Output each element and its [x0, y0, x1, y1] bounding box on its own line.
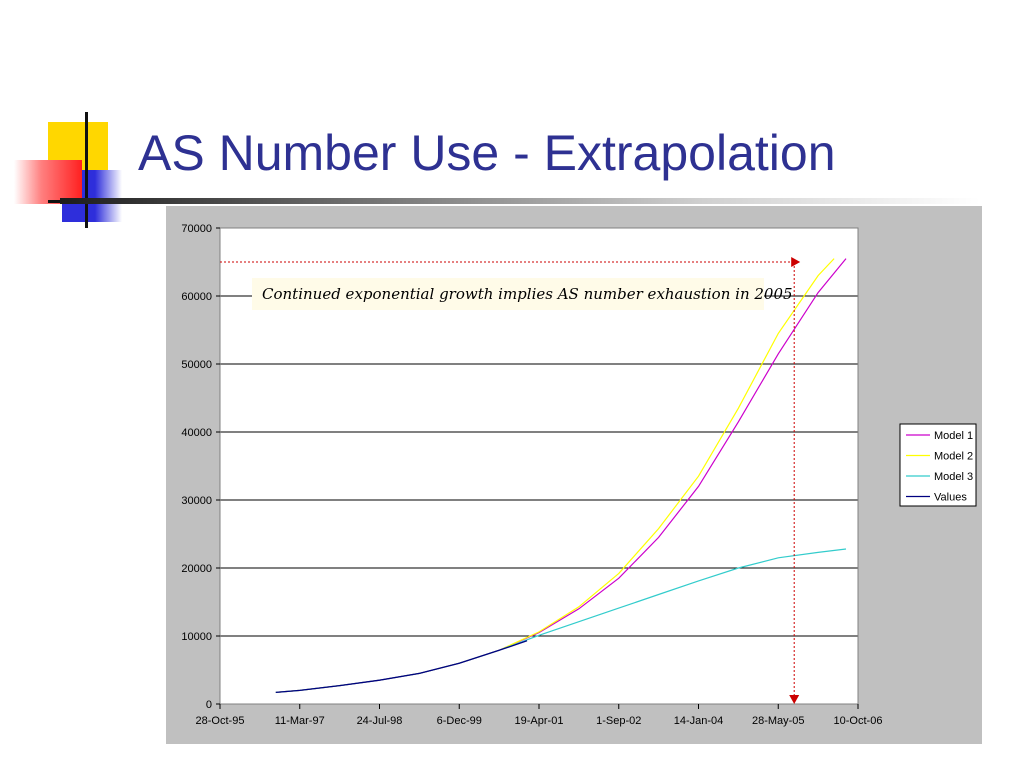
y-tick-label: 70000 [181, 223, 212, 235]
y-tick-label: 40000 [181, 427, 212, 439]
legend-entry: Model 2 [934, 451, 973, 463]
decoration-vertical-line [85, 112, 88, 228]
legend-box [899, 423, 977, 507]
y-tick-label: 20000 [181, 563, 212, 575]
annotation-arrowhead-right [791, 257, 801, 267]
legend-entry: Values [934, 492, 967, 504]
annotation: Continued exponential growth implies AS … [220, 257, 801, 704]
y-tick-label: 30000 [181, 495, 212, 507]
legend-entry: Model 1 [934, 430, 973, 442]
chart-panel: 0 10000 20000 30000 40000 50000 60000 70000 28-… [166, 206, 982, 744]
y-axis-ticks: 0 10000 20000 30000 40000 50000 60000 70000 [181, 223, 220, 711]
annotation-box [252, 278, 764, 310]
x-tick-label: 10-Oct-06 [834, 715, 883, 727]
y-tick-label: 50000 [181, 359, 212, 371]
x-tick-label: 24-Jul-98 [357, 715, 403, 727]
series-line-values [275, 640, 528, 694]
line-chart: 0 10000 20000 30000 40000 50000 60000 70000 28-… [181, 223, 977, 727]
legend: Model 1 Model 2 Model 3 Values [899, 423, 977, 507]
x-tick-label: 19-Apr-01 [515, 715, 564, 727]
x-tick-label: 1-Sep-02 [596, 715, 641, 727]
series-lines [275, 258, 847, 694]
x-tick-label: 14-Jan-04 [674, 715, 724, 727]
y-tick-label: 0 [206, 699, 212, 711]
x-axis-ticks: 28-Oct-95 11-Mar-97 24-Jul-98 6-Dec-99 19-Ap… [196, 704, 883, 727]
title-underline [60, 198, 980, 204]
slide-title: AS Number Use - Extrapolation [138, 125, 836, 181]
annotation-text: Continued exponential growth implies AS … [262, 285, 793, 303]
decoration-red-square [14, 160, 82, 204]
y-tick-label: 60000 [181, 291, 212, 303]
x-tick-label: 11-Mar-97 [275, 715, 325, 727]
x-tick-label: 28-May-05 [752, 715, 805, 727]
annotation-arrowhead-down [789, 695, 800, 704]
y-tick-label: 10000 [181, 631, 212, 643]
x-tick-label: 28-Oct-95 [196, 715, 245, 727]
x-tick-label: 6-Dec-99 [437, 715, 482, 727]
legend-entry: Model 3 [934, 471, 973, 483]
